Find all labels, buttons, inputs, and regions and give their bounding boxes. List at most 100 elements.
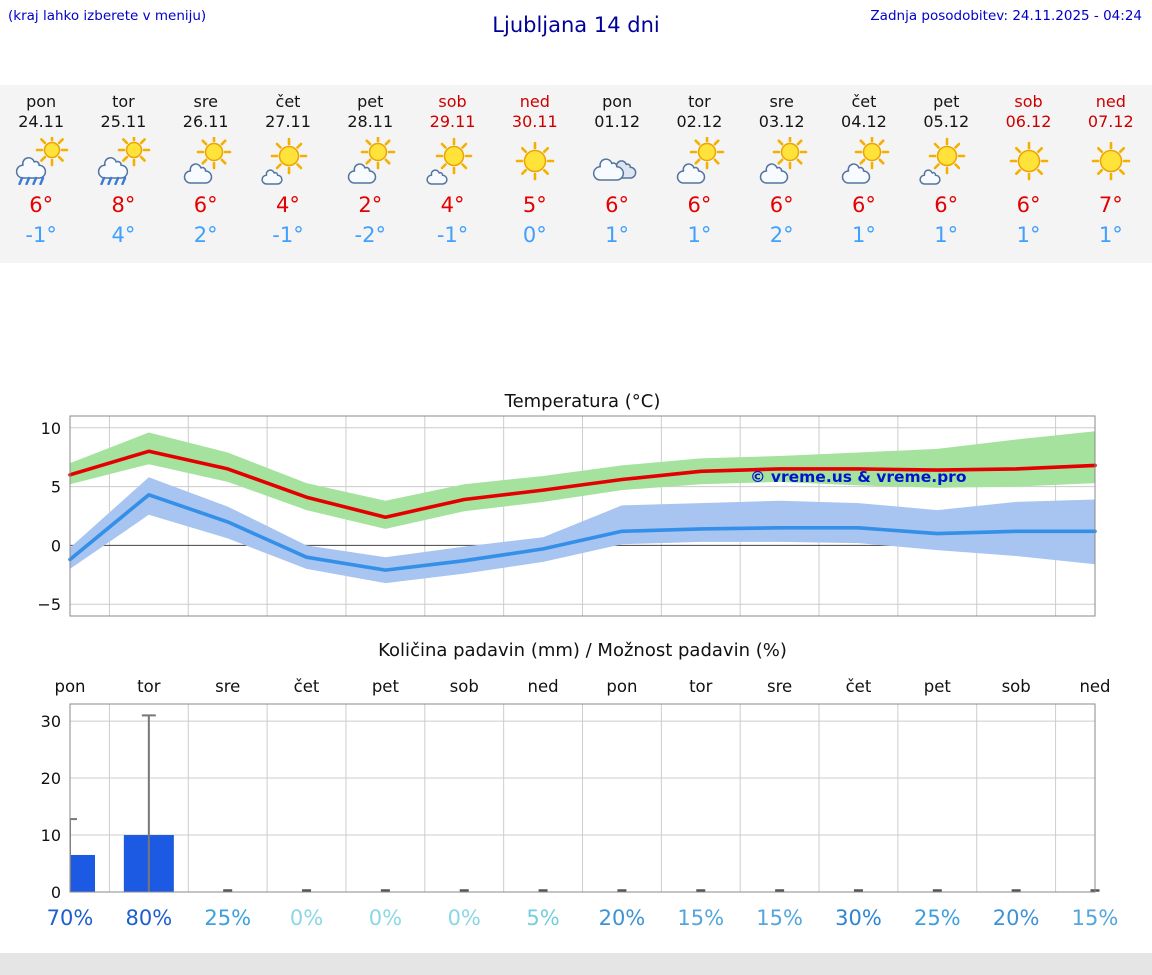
day-low-temp: 2° <box>769 223 794 247</box>
precip-day-label: ned <box>1079 677 1110 696</box>
precip-day-label: sob <box>1002 677 1031 696</box>
min-temp-range-band <box>70 477 1095 584</box>
precip-day-label: pon <box>606 677 637 696</box>
day-name: pet <box>933 92 960 111</box>
day-low-temp: 1° <box>852 223 876 247</box>
day-high-temp: 4° <box>276 193 300 217</box>
day-date: 28.11 <box>347 112 394 131</box>
day-date: 02.12 <box>676 112 723 131</box>
forecast-day-col: pon 01.12 6° 1° <box>576 85 658 263</box>
precip-day-label: tor <box>137 677 161 696</box>
day-name: ned <box>519 92 550 111</box>
day-low-temp: 0° <box>522 223 547 247</box>
day-name: pet <box>357 92 384 111</box>
precip-probability: 20% <box>993 906 1040 930</box>
mostly-sunny-icon <box>905 137 987 185</box>
precip-probability: 25% <box>204 906 251 930</box>
day-high-temp: 4° <box>440 193 465 217</box>
day-low-temp: 1° <box>687 223 712 247</box>
forecast-day-col: sre 03.12 6° 2° <box>741 85 823 263</box>
forecast-day-col: pet 28.11 2° -2° <box>329 85 411 263</box>
day-date: 07.12 <box>1087 112 1134 131</box>
sun-rain-icon <box>82 137 164 185</box>
mostly-sunny-icon <box>247 137 329 185</box>
precip-day-label: pon <box>54 677 85 696</box>
precip-day-label: pet <box>924 677 952 696</box>
day-high-temp: 6° <box>29 193 54 217</box>
day-date: 03.12 <box>758 112 805 131</box>
precip-ytick-label: 20 <box>41 769 61 788</box>
day-date: 30.11 <box>511 112 558 131</box>
partly-cloudy-icon <box>658 137 740 185</box>
day-low-temp: -1° <box>436 223 469 247</box>
forecast-day-col: sob 29.11 4° -1° <box>411 85 493 263</box>
footer-bar <box>0 953 1152 975</box>
day-high-temp: 6° <box>934 193 959 217</box>
precip-probability: 15% <box>756 906 803 930</box>
temp-ytick-label: −5 <box>37 595 61 614</box>
precip-ytick-label: 30 <box>41 712 61 731</box>
temp-ytick-label: 5 <box>51 478 61 497</box>
day-high-temp: 6° <box>769 193 794 217</box>
day-name: ned <box>1095 92 1126 111</box>
last-updated: Zadnja posodobitev: 24.11.2025 - 04:24 <box>870 8 1142 24</box>
watermark: © vreme.us & vreme.pro <box>750 468 966 486</box>
day-date: 06.12 <box>1005 112 1052 131</box>
forecast-strip: pon 24.11 6° -1° tor 25.11 8° 4° sre 26.11 6° 2° čet… <box>0 85 1152 263</box>
day-date: 01.12 <box>594 112 641 131</box>
precip-day-label: ned <box>528 677 559 696</box>
day-name: pon <box>602 92 633 111</box>
sunny-icon <box>987 137 1069 185</box>
day-name: čet <box>851 92 877 111</box>
precip-day-label: čet <box>846 677 872 696</box>
day-low-temp: -1° <box>25 223 57 247</box>
forecast-day-col: tor 25.11 8° 4° <box>82 85 164 263</box>
temp-ytick-label: 10 <box>41 419 61 438</box>
precip-chart-title: Količina padavin (mm) / Možnost padavin … <box>378 640 787 661</box>
day-name: tor <box>112 92 135 111</box>
day-date: 27.11 <box>265 112 311 131</box>
location-menu-hint: (kraj lahko izberete v meniju) <box>8 8 207 24</box>
forecast-day-col: čet 04.12 6° 1° <box>823 85 905 263</box>
sunny-icon <box>494 137 576 185</box>
partly-cloudy-icon <box>741 137 823 185</box>
day-high-temp: 5° <box>522 193 547 217</box>
day-high-temp: 2° <box>358 193 383 217</box>
precip-probability: 80% <box>126 906 173 930</box>
day-name: sre <box>769 92 794 111</box>
precip-ytick-label: 0 <box>51 883 61 902</box>
temp-chart-title: Temperatura (°C) <box>504 391 661 412</box>
day-date: 25.11 <box>100 112 147 131</box>
precip-day-label: čet <box>294 677 320 696</box>
forecast-day-col: tor 02.12 6° 1° <box>658 85 740 263</box>
precip-probability: 15% <box>1072 906 1119 930</box>
forecast-day-col: ned 07.12 7° 1° <box>1070 85 1152 263</box>
precip-day-label: sre <box>767 677 792 696</box>
day-name: sob <box>1014 92 1043 111</box>
day-date: 26.11 <box>182 112 229 131</box>
precip-probability: 15% <box>677 906 724 930</box>
temperature-chart: Temperatura (°C) 10 5 0 −5 © vreme.us & vreme… <box>37 391 1097 617</box>
precip-probability: 20% <box>599 906 646 930</box>
forecast-day-col: sre 26.11 6° 2° <box>165 85 247 263</box>
day-high-temp: 6° <box>605 193 630 217</box>
day-low-temp: 1° <box>1016 223 1041 247</box>
forecast-day-col: sob 06.12 6° 1° <box>987 85 1069 263</box>
day-high-temp: 6° <box>193 193 218 217</box>
forecast-day-col: čet 27.11 4° -1° <box>247 85 329 263</box>
day-name: čet <box>275 92 301 111</box>
forecast-day-col: pet 05.12 6° 1° <box>905 85 987 263</box>
precip-probability: 25% <box>914 906 961 930</box>
day-name: pon <box>26 92 57 111</box>
day-high-temp: 7° <box>1098 193 1123 217</box>
day-date: 24.11 <box>18 112 65 131</box>
day-low-temp: 2° <box>193 223 218 247</box>
partly-cloudy-icon <box>165 137 247 185</box>
day-high-temp: 8° <box>111 193 136 217</box>
sunny-icon <box>1070 137 1152 185</box>
partly-cloudy-icon <box>823 137 905 185</box>
temp-ytick-label: 0 <box>51 536 61 555</box>
day-date: 05.12 <box>923 112 970 131</box>
partly-cloudy-icon <box>329 137 411 185</box>
cloudy-icon <box>576 137 658 185</box>
